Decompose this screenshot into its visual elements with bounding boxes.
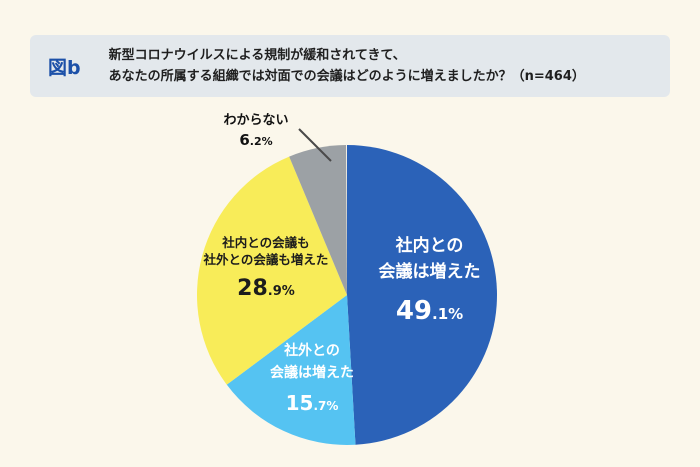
pie-slice-2 bbox=[196, 156, 347, 385]
figure-label: 図b bbox=[48, 56, 81, 79]
question-banner: 図b 新型コロナウイルスによる規制が緩和されてきて、 あなたの所属する組織では対… bbox=[30, 35, 670, 97]
pie-slice-3 bbox=[289, 145, 347, 295]
pie-slice-1 bbox=[226, 295, 356, 445]
question-text: 新型コロナウイルスによる規制が緩和されてきて、 あなたの所属する組織では対面での… bbox=[109, 45, 585, 88]
pie-slices-group bbox=[196, 145, 498, 445]
question-line-1: 新型コロナウイルスによる規制が緩和されてきて、 bbox=[108, 47, 406, 63]
leader-line-unknown bbox=[298, 128, 332, 162]
question-line-2: あなたの所属する組織では対面での会議はどのように増えましたか？（n=464） bbox=[108, 69, 585, 84]
pie-slice-0 bbox=[347, 145, 498, 445]
